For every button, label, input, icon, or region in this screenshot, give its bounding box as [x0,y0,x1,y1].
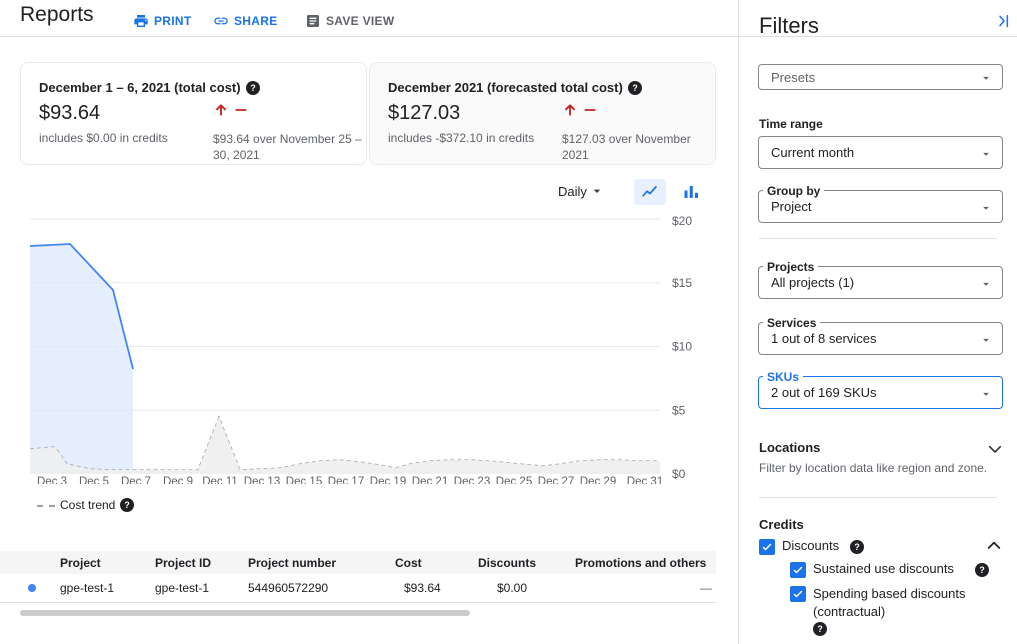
svg-text:$5: $5 [672,403,686,417]
svg-text:$0: $0 [672,467,686,481]
svg-text:?: ? [250,82,255,92]
svg-text:$10: $10 [672,340,692,354]
svg-text:?: ? [125,500,130,510]
svg-text:Dec 19: Dec 19 [370,476,406,484]
svg-text:Dec 23: Dec 23 [454,476,490,484]
svg-text:Dec 7: Dec 7 [121,476,151,484]
svg-text:?: ? [632,82,637,92]
svg-text:?: ? [854,542,859,552]
svg-text:Dec 9: Dec 9 [163,476,193,484]
svg-text:Dec 31: Dec 31 [627,476,663,484]
svg-text:$20: $20 [672,214,692,228]
svg-text:Dec 25: Dec 25 [496,476,532,484]
svg-text:Dec 15: Dec 15 [286,476,322,484]
svg-text:?: ? [979,565,984,575]
svg-text:Dec 5: Dec 5 [79,476,109,484]
svg-text:?: ? [817,624,822,634]
svg-text:Dec 27: Dec 27 [538,476,574,484]
svg-text:Dec 21: Dec 21 [412,476,448,484]
svg-text:Dec 3: Dec 3 [37,476,67,484]
svg-text:Dec 13: Dec 13 [244,476,280,484]
svg-text:Dec 17: Dec 17 [328,476,364,484]
svg-text:Dec 29: Dec 29 [580,476,616,484]
svg-text:Dec 11: Dec 11 [202,476,238,484]
svg-text:$15: $15 [672,276,692,290]
